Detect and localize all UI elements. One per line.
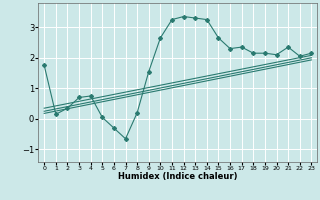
X-axis label: Humidex (Indice chaleur): Humidex (Indice chaleur)	[118, 172, 237, 181]
